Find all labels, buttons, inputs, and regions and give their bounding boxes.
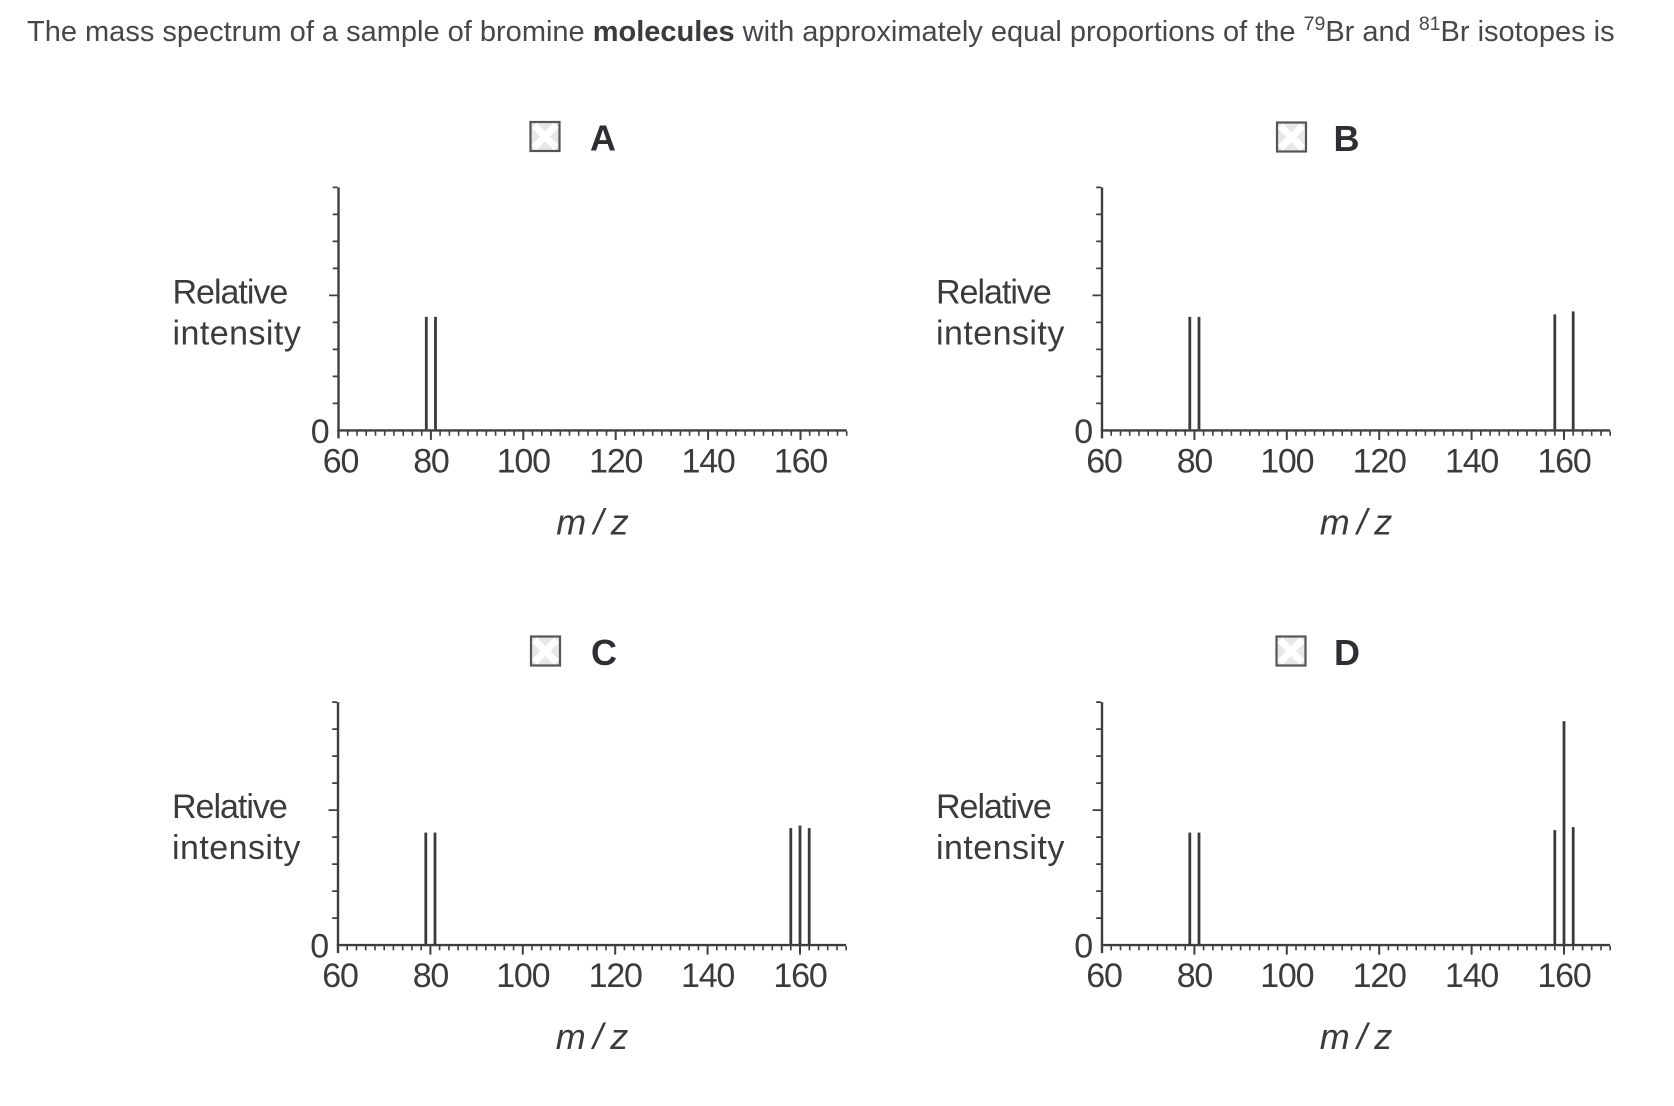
svg-text:80: 80	[413, 957, 449, 995]
svg-text:Relative: Relative	[173, 273, 288, 311]
svg-text:C: C	[591, 632, 617, 673]
svg-text:Relative: Relative	[936, 788, 1051, 826]
svg-text:0: 0	[310, 928, 328, 966]
svg-text:120: 120	[1353, 957, 1406, 995]
svg-text:100: 100	[1260, 957, 1313, 995]
svg-text:140: 140	[1445, 957, 1498, 995]
svg-text:Relative: Relative	[172, 788, 287, 826]
svg-text:0: 0	[1074, 413, 1092, 451]
svg-text:80: 80	[1177, 957, 1213, 995]
svg-text:100: 100	[1260, 442, 1313, 480]
svg-text:140: 140	[1445, 442, 1498, 480]
svg-text:120: 120	[589, 957, 642, 995]
svg-text:100: 100	[496, 957, 549, 995]
svg-text:80: 80	[413, 442, 449, 480]
svg-text:m / z: m / z	[1320, 1016, 1392, 1057]
svg-text:60: 60	[1086, 957, 1122, 995]
svg-text:160: 160	[773, 957, 826, 995]
svg-text:160: 160	[1537, 957, 1590, 995]
svg-text:120: 120	[589, 442, 642, 480]
svg-text:m / z: m / z	[556, 501, 628, 542]
svg-text:A: A	[590, 118, 616, 159]
svg-text:D: D	[1334, 632, 1360, 673]
svg-text:80: 80	[1177, 442, 1213, 480]
svg-text:Relative: Relative	[936, 273, 1051, 311]
svg-text:0: 0	[1074, 928, 1092, 966]
svg-text:intensity: intensity	[173, 314, 302, 352]
svg-text:120: 120	[1353, 442, 1406, 480]
svg-text:0: 0	[311, 413, 329, 451]
svg-text:60: 60	[323, 442, 359, 480]
svg-text:intensity: intensity	[172, 829, 301, 867]
svg-text:140: 140	[682, 442, 735, 480]
svg-text:100: 100	[497, 442, 550, 480]
svg-text:160: 160	[1537, 442, 1590, 480]
svg-text:60: 60	[322, 957, 358, 995]
svg-text:m / z: m / z	[556, 1016, 628, 1057]
svg-text:intensity: intensity	[936, 314, 1065, 352]
svg-text:160: 160	[774, 442, 827, 480]
svg-text:intensity: intensity	[936, 829, 1065, 867]
svg-text:60: 60	[1086, 442, 1122, 480]
svg-text:m / z: m / z	[1320, 501, 1392, 542]
svg-text:B: B	[1334, 118, 1360, 159]
svg-text:140: 140	[681, 957, 734, 995]
